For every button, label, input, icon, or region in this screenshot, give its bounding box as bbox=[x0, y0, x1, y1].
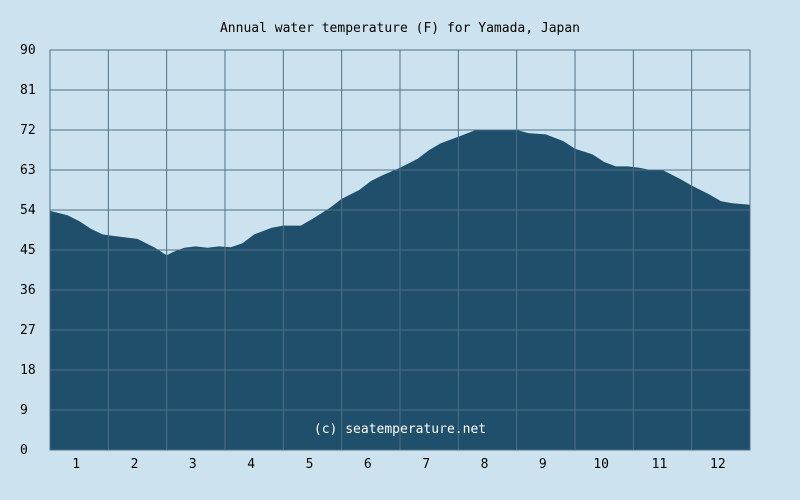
y-tick-label: 9 bbox=[20, 403, 28, 418]
x-tick-label: 4 bbox=[247, 457, 255, 472]
y-tick-label: 63 bbox=[20, 163, 36, 178]
x-tick-label: 7 bbox=[422, 457, 430, 472]
x-tick-label: 1 bbox=[72, 457, 80, 472]
y-tick-label: 81 bbox=[20, 83, 36, 98]
plot-frame bbox=[49, 49, 751, 451]
x-tick-label: 8 bbox=[481, 457, 489, 472]
y-axis: 0 9 18 27 36 45 54 63 72 81 90 bbox=[20, 43, 36, 458]
y-tick-label: 45 bbox=[20, 243, 36, 258]
y-tick-label: 0 bbox=[20, 443, 28, 458]
y-tick-label: 18 bbox=[20, 363, 36, 378]
y-tick-label: 72 bbox=[20, 123, 36, 138]
y-tick-label: 54 bbox=[20, 203, 36, 218]
x-tick-label: 10 bbox=[593, 457, 609, 472]
x-tick-label: 9 bbox=[539, 457, 547, 472]
x-tick-label: 5 bbox=[306, 457, 314, 472]
x-tick-label: 6 bbox=[364, 457, 372, 472]
x-tick-label: 3 bbox=[189, 457, 197, 472]
x-tick-label: 11 bbox=[652, 457, 668, 472]
watermark: (c) seatemperature.net bbox=[314, 422, 486, 437]
x-axis: 1 2 3 4 5 6 7 8 9 10 11 12 bbox=[72, 457, 725, 472]
y-tick-label: 90 bbox=[20, 43, 36, 58]
chart-title: Annual water temperature (F) for Yamada,… bbox=[220, 21, 580, 36]
y-tick-label: 27 bbox=[20, 323, 36, 338]
y-tick-label: 36 bbox=[20, 283, 36, 298]
x-tick-label: 12 bbox=[710, 457, 726, 472]
grid bbox=[50, 50, 750, 450]
x-tick-label: 2 bbox=[131, 457, 139, 472]
